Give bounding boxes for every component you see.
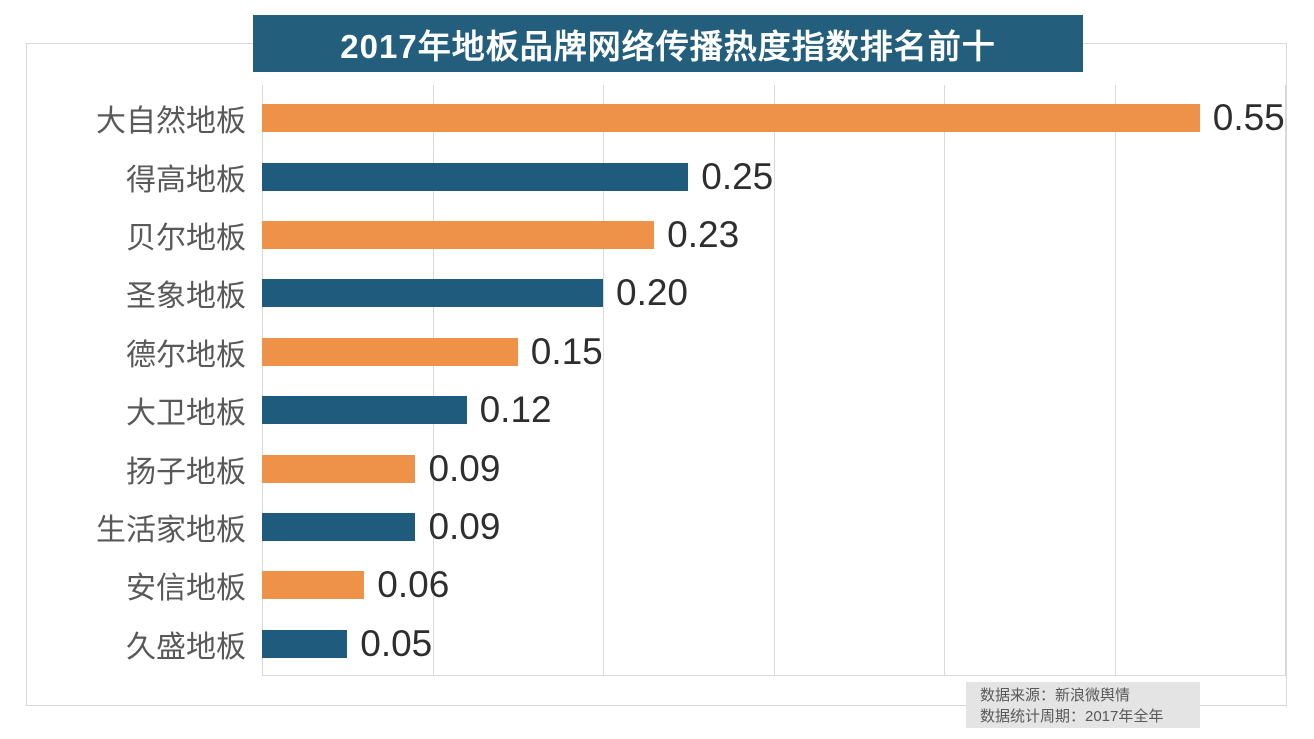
bar-rows: 大自然地板 0.55 得高地板 0.25 贝尔地板 0.23 圣象地板 0.20 德尔地板 0.1… [0, 89, 1314, 673]
value-label: 0.55 [1212, 97, 1285, 139]
value-label: 0.06 [377, 564, 450, 606]
bar [262, 162, 689, 191]
chart-row: 生活家地板 0.09 [0, 498, 1314, 556]
bar [262, 104, 1200, 133]
vertical-gridline [1114, 85, 1116, 675]
chart-title: 2017年地板品牌网络传播热度指数排名前十 [340, 27, 996, 65]
chart-row: 久盛地板 0.05 [0, 615, 1314, 673]
category-label: 圣象地板 [126, 280, 246, 314]
category-label: 得高地板 [126, 163, 246, 197]
bar [262, 337, 518, 366]
category-label: 大卫地板 [126, 397, 246, 431]
source-note-line2: 数据统计周期：2017年全年 [980, 708, 1164, 725]
bar [262, 571, 365, 600]
vertical-gridline [1285, 85, 1286, 675]
vertical-gridline [262, 85, 263, 675]
vertical-gridline [944, 85, 945, 675]
value-label: 0.23 [667, 213, 740, 255]
value-label: 0.09 [428, 505, 501, 547]
chart-title-banner: 2017年地板品牌网络传播热度指数排名前十 [253, 15, 1083, 72]
chart-row: 扬子地板 0.09 [0, 439, 1314, 497]
source-note-line1: 数据来源：新浪微舆情 [980, 687, 1131, 704]
value-label: 0.20 [616, 272, 689, 314]
category-label: 大自然地板 [96, 105, 246, 139]
chart-row: 大卫地板 0.12 [0, 381, 1314, 439]
bar [262, 279, 603, 308]
bar [262, 220, 655, 249]
vertical-gridline [773, 85, 775, 675]
vertical-gridline [432, 85, 434, 675]
chart-row: 贝尔地板 0.23 [0, 206, 1314, 264]
category-label: 贝尔地板 [126, 221, 246, 255]
category-label: 生活家地板 [96, 513, 246, 547]
value-label: 0.09 [428, 447, 501, 489]
chart-row: 得高地板 0.25 [0, 147, 1314, 205]
chart-row: 圣象地板 0.20 [0, 264, 1314, 322]
chart-row: 德尔地板 0.15 [0, 323, 1314, 381]
value-label: 0.15 [530, 330, 603, 372]
value-label: 0.25 [701, 155, 774, 197]
value-label: 0.12 [479, 389, 552, 431]
value-label: 0.05 [360, 622, 433, 664]
chart-row: 安信地板 0.06 [0, 556, 1314, 614]
category-label: 安信地板 [126, 572, 246, 606]
category-label: 久盛地板 [126, 630, 246, 664]
vertical-gridline [603, 85, 604, 675]
category-label: 扬子地板 [126, 455, 246, 489]
source-note-box: 数据来源：新浪微舆情 数据统计周期：2017年全年 [966, 682, 1200, 728]
category-label: 德尔地板 [126, 338, 246, 372]
bar [262, 454, 416, 483]
bar [262, 396, 467, 425]
bar [262, 512, 416, 541]
chart-row: 大自然地板 0.55 [0, 89, 1314, 147]
plot-bottom-axis-line [262, 675, 1286, 676]
bar [262, 629, 348, 658]
